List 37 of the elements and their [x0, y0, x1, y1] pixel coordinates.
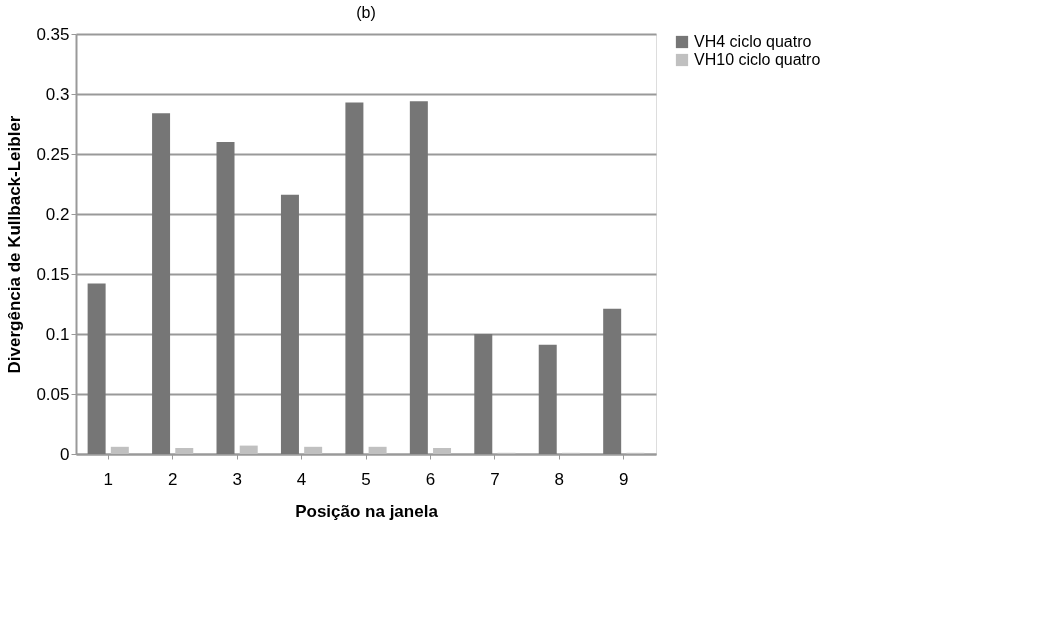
x-axis-title: Posição na janela [295, 501, 439, 521]
bar [538, 344, 557, 454]
x-tick-label: 9 [619, 469, 629, 489]
x-tick-label: 8 [554, 469, 565, 489]
x-tick-label: 5 [361, 469, 371, 489]
bar [152, 113, 171, 454]
y-tick-label: 0.25 [36, 144, 70, 164]
bar [87, 283, 106, 454]
chart-title: (b) [356, 4, 376, 21]
legend-label: VH10 ciclo quatro [694, 51, 821, 68]
y-tick-label: 0 [60, 444, 70, 464]
bar [110, 446, 129, 454]
bar [216, 142, 235, 454]
bar [280, 194, 299, 454]
y-axis-title: Divergência de Kullback-Leibler [5, 115, 25, 374]
y-tick-label: 0.1 [45, 324, 70, 344]
y-tick-label: 0.3 [45, 84, 70, 104]
x-tick-label: 7 [490, 469, 500, 489]
bar [239, 445, 258, 454]
x-tick-label: 2 [167, 469, 178, 489]
bar [345, 102, 364, 454]
bar [433, 448, 452, 454]
x-tick-label: 4 [296, 469, 307, 489]
bar [409, 101, 428, 454]
bar [175, 448, 194, 454]
legend-label: VH4 ciclo quatro [694, 33, 812, 50]
bar [368, 446, 387, 454]
bar [603, 308, 622, 454]
x-tick-label: 3 [232, 469, 242, 489]
bar [474, 334, 493, 454]
x-tick-label: 6 [425, 469, 436, 489]
y-tick-label: 0.05 [36, 384, 70, 404]
bar [304, 446, 323, 454]
y-tick-label: 0.35 [36, 24, 70, 44]
x-tick-label: 1 [103, 469, 113, 489]
y-tick-label: 0.2 [45, 204, 70, 224]
y-tick-label: 0.15 [36, 264, 70, 284]
